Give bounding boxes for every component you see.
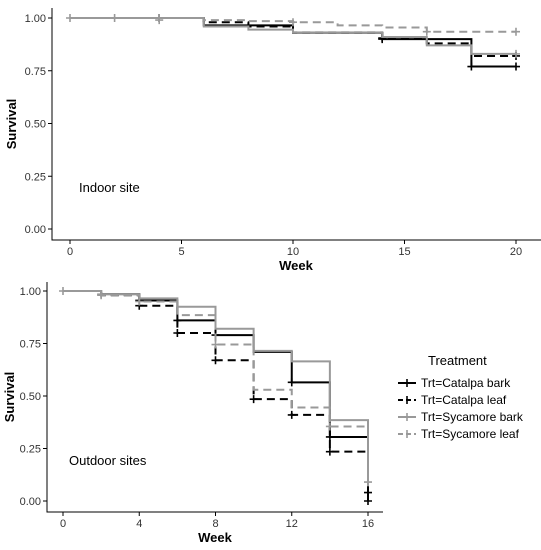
- indoor-x-tick-label: 5: [178, 246, 184, 258]
- indoor-y-tick-label: 0.75: [25, 66, 46, 78]
- indoor-y-tick-label: 0.50: [25, 119, 46, 131]
- legend-title: Treatment: [428, 353, 487, 368]
- outdoor-censor-mark: [287, 378, 296, 387]
- legend-entry-label: Trt=Sycamore bark: [421, 410, 524, 424]
- indoor-x-ticks: 0 5 10 15 20: [67, 240, 522, 258]
- indoor-series-line-1: [70, 17, 516, 57]
- outdoor-censor-mark: [135, 297, 144, 306]
- indoor-censor-mark: [422, 27, 431, 36]
- outdoor-y-tick-label: 1.00: [20, 286, 41, 298]
- outdoor-censor-mark: [325, 447, 334, 456]
- outdoor-censor-mark: [325, 422, 334, 431]
- outdoor-axes: [46, 282, 383, 513]
- indoor-censor-mark: [467, 62, 476, 71]
- indoor-series-line-2: [70, 17, 516, 55]
- outdoor-x-tick-label: 4: [136, 518, 142, 530]
- indoor-annotation: Indoor site: [79, 180, 140, 195]
- indoor-series-line-3: [70, 17, 516, 33]
- outdoor-y-tick-label: 0.50: [20, 391, 41, 403]
- indoor-censor-mark: [512, 62, 520, 71]
- indoor-censor-mark: [155, 16, 164, 25]
- outdoor-y-tick-label: 0.75: [20, 339, 41, 351]
- outdoor-series-line-2: [63, 290, 369, 487]
- outdoor-panel: 0 4 8 12 16 0.00 0.25 0.50 0.75 1.00 Outdoor sit…: [2, 282, 383, 545]
- indoor-axes: [51, 8, 541, 241]
- outdoor-x-tick-label: 16: [362, 518, 374, 530]
- outdoor-x-tick-label: 0: [60, 518, 66, 530]
- outdoor-censor-mark: [287, 410, 296, 419]
- outdoor-x-ticks: 0 4 8 12 16: [60, 512, 374, 530]
- indoor-y-tick-label: 0.00: [25, 224, 46, 236]
- indoor-x-tick-label: 10: [287, 246, 299, 258]
- legend-entry-label: Trt=Sycamore leaf: [421, 427, 520, 441]
- indoor-x-tick-label: 20: [510, 246, 522, 258]
- indoor-y-tick-label: 0.25: [25, 171, 46, 183]
- outdoor-censor-mark: [211, 340, 220, 349]
- indoor-censor-mark: [512, 27, 520, 36]
- indoor-x-tick-label: 0: [67, 246, 73, 258]
- indoor-series: [66, 14, 520, 71]
- indoor-censor-mark: [289, 18, 297, 27]
- indoor-y-tick-label: 1.00: [25, 13, 46, 25]
- indoor-censor-mark: [512, 49, 520, 58]
- outdoor-censor-mark: [97, 291, 106, 300]
- outdoor-censor-mark: [173, 329, 182, 337]
- outdoor-annotation: Outdoor sites: [69, 453, 147, 468]
- outdoor-y-tick-label: 0.25: [20, 444, 41, 456]
- outdoor-series: [59, 287, 372, 505]
- outdoor-censor-mark: [364, 497, 372, 505]
- indoor-panel: 0 5 10 15 20 0.00 0.25 0.50 0.75 1.00 Indoor sit…: [4, 8, 541, 273]
- outdoor-censor-mark: [364, 478, 372, 487]
- outdoor-x-tick-label: 8: [212, 518, 218, 530]
- legend-entry-label: Trt=Catalpa leaf: [421, 393, 507, 407]
- outdoor-censor-mark: [211, 356, 220, 365]
- outdoor-y-ticks: 0.00 0.25 0.50 0.75 1.00: [20, 286, 47, 508]
- indoor-y-ticks: 0.00 0.25 0.50 0.75 1.00: [25, 13, 52, 236]
- outdoor-censor-mark: [249, 395, 258, 404]
- legend: Treatment Trt=Catalpa bark Trt=Catalpa le…: [398, 353, 524, 441]
- legend-entry-label: Trt=Catalpa bark: [421, 376, 511, 390]
- indoor-x-axis-title: Week: [279, 258, 313, 273]
- outdoor-y-axis-title: Survival: [2, 372, 17, 423]
- outdoor-x-tick-label: 12: [286, 518, 298, 530]
- indoor-x-tick-label: 15: [398, 246, 410, 258]
- outdoor-y-tick-label: 0.00: [20, 496, 41, 508]
- legend-entries: Trt=Catalpa bark Trt=Catalpa leaf Trt=Syca…: [398, 376, 524, 441]
- outdoor-series-line-3: [63, 290, 369, 483]
- outdoor-x-axis-title: Week: [198, 530, 232, 545]
- indoor-y-axis-title: Survival: [4, 99, 19, 150]
